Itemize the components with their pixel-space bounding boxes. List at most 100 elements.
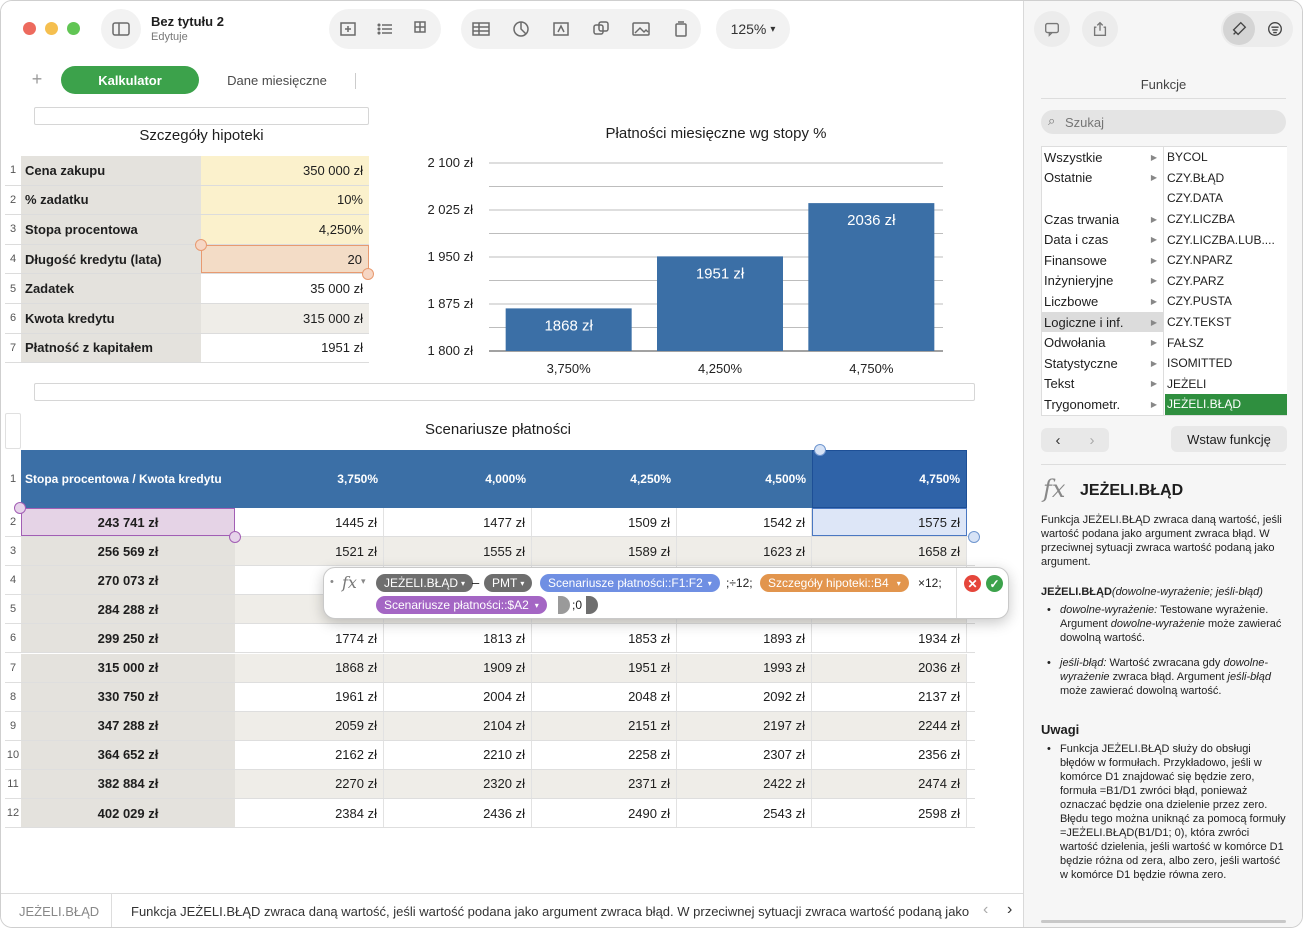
row-number[interactable]: 1 [9, 164, 17, 177]
function-item[interactable]: CZY.NPARZ [1165, 250, 1287, 271]
function-item[interactable]: CZY.LICZBA [1165, 208, 1287, 230]
selection-handle[interactable] [814, 444, 826, 456]
share-icon[interactable] [1082, 11, 1118, 47]
function-item[interactable]: FAŁSZ [1165, 332, 1287, 353]
category-item[interactable]: Ostatnie ▶ [1041, 168, 1163, 189]
function-item[interactable]: CZY.PARZ [1165, 270, 1287, 292]
row-number[interactable]: 6 [9, 312, 17, 325]
loan-amount-cell[interactable]: 270 073 zł [21, 566, 235, 595]
payment-cell[interactable]: 2270 zł [235, 769, 384, 798]
payment-cell[interactable]: 2371 zł [532, 769, 677, 798]
mortgage-label-cell[interactable]: Długość kredytu (lata) [21, 244, 201, 274]
payment-cell[interactable]: 1774 zł [235, 624, 384, 653]
text-box-icon[interactable] [541, 9, 581, 49]
row-number[interactable]: 2 [9, 516, 17, 529]
category-item[interactable]: Tekst ▶ [1041, 374, 1163, 395]
selection-handle[interactable] [229, 531, 241, 543]
payment-cell[interactable]: 1555 zł [384, 537, 532, 566]
rate-header-cell[interactable]: 3,750% [235, 450, 384, 508]
formula-editor[interactable]: • fx ▾ JEŻELI.BŁĄD ▾ – PMT ▾ Scenariusze p… [323, 567, 1009, 619]
rate-header-cell[interactable]: 4,750% [812, 450, 967, 508]
payment-cell[interactable]: 2244 zł [812, 711, 967, 740]
payment-cell[interactable]: 2151 zł [532, 711, 677, 740]
comment-box-icon[interactable] [661, 9, 701, 49]
payment-cell[interactable]: 1893 zł [677, 624, 812, 653]
category-item[interactable]: Odwołania ▶ [1041, 332, 1163, 353]
payment-cell[interactable]: 1445 zł [235, 508, 384, 537]
row-number[interactable]: 8 [9, 690, 17, 703]
mortgage-label-cell[interactable]: Zadatek [21, 274, 201, 303]
function-item[interactable]: ISOMITTED [1165, 353, 1287, 374]
mortgage-label-cell[interactable]: Płatność z kapitałem [21, 333, 201, 363]
table-arrange-icon[interactable] [404, 9, 441, 49]
fx-icon[interactable]: fx [342, 573, 357, 592]
token-pmt[interactable]: PMT ▾ [484, 574, 533, 592]
row-number[interactable]: 7 [9, 341, 17, 354]
loan-amount-cell[interactable]: 243 741 zł [21, 508, 235, 537]
chart-icon[interactable] [501, 9, 541, 49]
payment-cell[interactable]: 2384 zł [235, 799, 384, 828]
drag-handle-icon[interactable]: • [330, 576, 334, 588]
sidebar-toggle-button[interactable] [101, 9, 141, 49]
insert-function-button[interactable]: Wstaw funkcję [1171, 426, 1287, 452]
token-ref-years[interactable]: Szczegóły hipoteki::B4 ▾ [760, 574, 909, 592]
row-number[interactable]: 3 [9, 545, 17, 558]
function-item[interactable]: CZY.TEKST [1165, 311, 1287, 333]
payment-cell[interactable]: 1909 zł [384, 653, 532, 682]
loan-amount-cell[interactable]: 299 250 zł [21, 624, 235, 653]
mortgage-value-cell[interactable]: 10% [201, 185, 369, 215]
function-search[interactable]: ⌕ [1041, 110, 1286, 134]
payment-cell[interactable]: 1658 zł [812, 537, 967, 566]
payment-cell[interactable]: 1853 zł [532, 624, 677, 653]
loan-amount-cell[interactable]: 284 288 zł [21, 595, 235, 624]
mortgage-label-cell[interactable]: Cena zakupu [21, 156, 201, 185]
loan-amount-cell[interactable]: 382 884 zł [21, 769, 235, 798]
function-item[interactable]: CZY.DATA [1165, 188, 1287, 209]
category-item[interactable]: Statystyczne ▶ [1041, 353, 1163, 374]
function-item[interactable]: JEŻELI [1165, 373, 1287, 395]
category-item[interactable]: Data i czas ▶ [1041, 229, 1163, 250]
mortgage-value-cell[interactable]: 35 000 zł [201, 274, 369, 303]
payment-cell[interactable]: 2036 zł [812, 653, 967, 682]
row-number[interactable]: 5 [9, 603, 17, 616]
payment-cell[interactable]: 1521 zł [235, 537, 384, 566]
category-item[interactable]: Wszystkie ▶ [1041, 147, 1163, 168]
function-item[interactable]: CZY.LICZBA.LUB.... [1165, 229, 1287, 250]
list-icon[interactable] [366, 9, 403, 49]
row-number[interactable]: 7 [9, 661, 17, 674]
payment-cell[interactable]: 1951 zł [532, 653, 677, 682]
payment-cell[interactable]: 1623 zł [677, 537, 812, 566]
mortgage-label-cell[interactable]: Stopa procentowa [21, 215, 201, 244]
category-item[interactable]: Trygonometr. ▶ [1041, 394, 1163, 415]
table-icon[interactable] [461, 9, 501, 49]
zoom-window-button[interactable] [67, 22, 80, 35]
mortgage-label-cell[interactable]: % zadatku [21, 185, 201, 215]
organize-icon[interactable] [1259, 13, 1291, 45]
bar-chart[interactable]: 1 800 zł 1 875 zł 1 950 zł 2 025 zł 2 100 zł… [411, 149, 971, 409]
row-number[interactable]: 3 [9, 223, 17, 236]
row-number[interactable]: 11 [7, 777, 19, 790]
payment-cell[interactable]: 1993 zł [677, 653, 812, 682]
mortgage-value-cell[interactable]: 350 000 zł [201, 156, 369, 185]
rate-header-cell[interactable]: 4,000% [384, 450, 532, 508]
selection-handle[interactable] [968, 531, 980, 543]
row-number[interactable]: 6 [9, 632, 17, 645]
row-number[interactable]: 9 [9, 719, 17, 732]
payment-cell[interactable]: 2422 zł [677, 769, 812, 798]
payment-cell[interactable]: 2307 zł [677, 740, 812, 769]
bar[interactable] [657, 256, 783, 351]
add-sheet-button[interactable]: + [31, 69, 43, 89]
category-item[interactable]: Liczbowe ▶ [1041, 291, 1163, 312]
payment-cell[interactable]: 2162 zł [235, 740, 384, 769]
back-icon[interactable]: ‹ [1055, 431, 1061, 449]
row-number[interactable]: 1 [9, 473, 17, 485]
column-header-bar[interactable] [34, 107, 369, 125]
close-window-button[interactable] [23, 22, 36, 35]
corner-header-cell[interactable]: Stopa procentowa / Kwota kredytu [21, 450, 235, 508]
column-header-bar-2[interactable] [34, 383, 975, 401]
mortgage-label-cell[interactable]: Kwota kredytu [21, 304, 201, 333]
payment-cell[interactable]: 2210 zł [384, 740, 532, 769]
function-item[interactable]: CZY.PUSTA [1165, 291, 1287, 312]
chevron-down-icon[interactable]: ▾ [361, 576, 366, 586]
category-item[interactable]: Czas trwania ▶ [1041, 209, 1163, 230]
